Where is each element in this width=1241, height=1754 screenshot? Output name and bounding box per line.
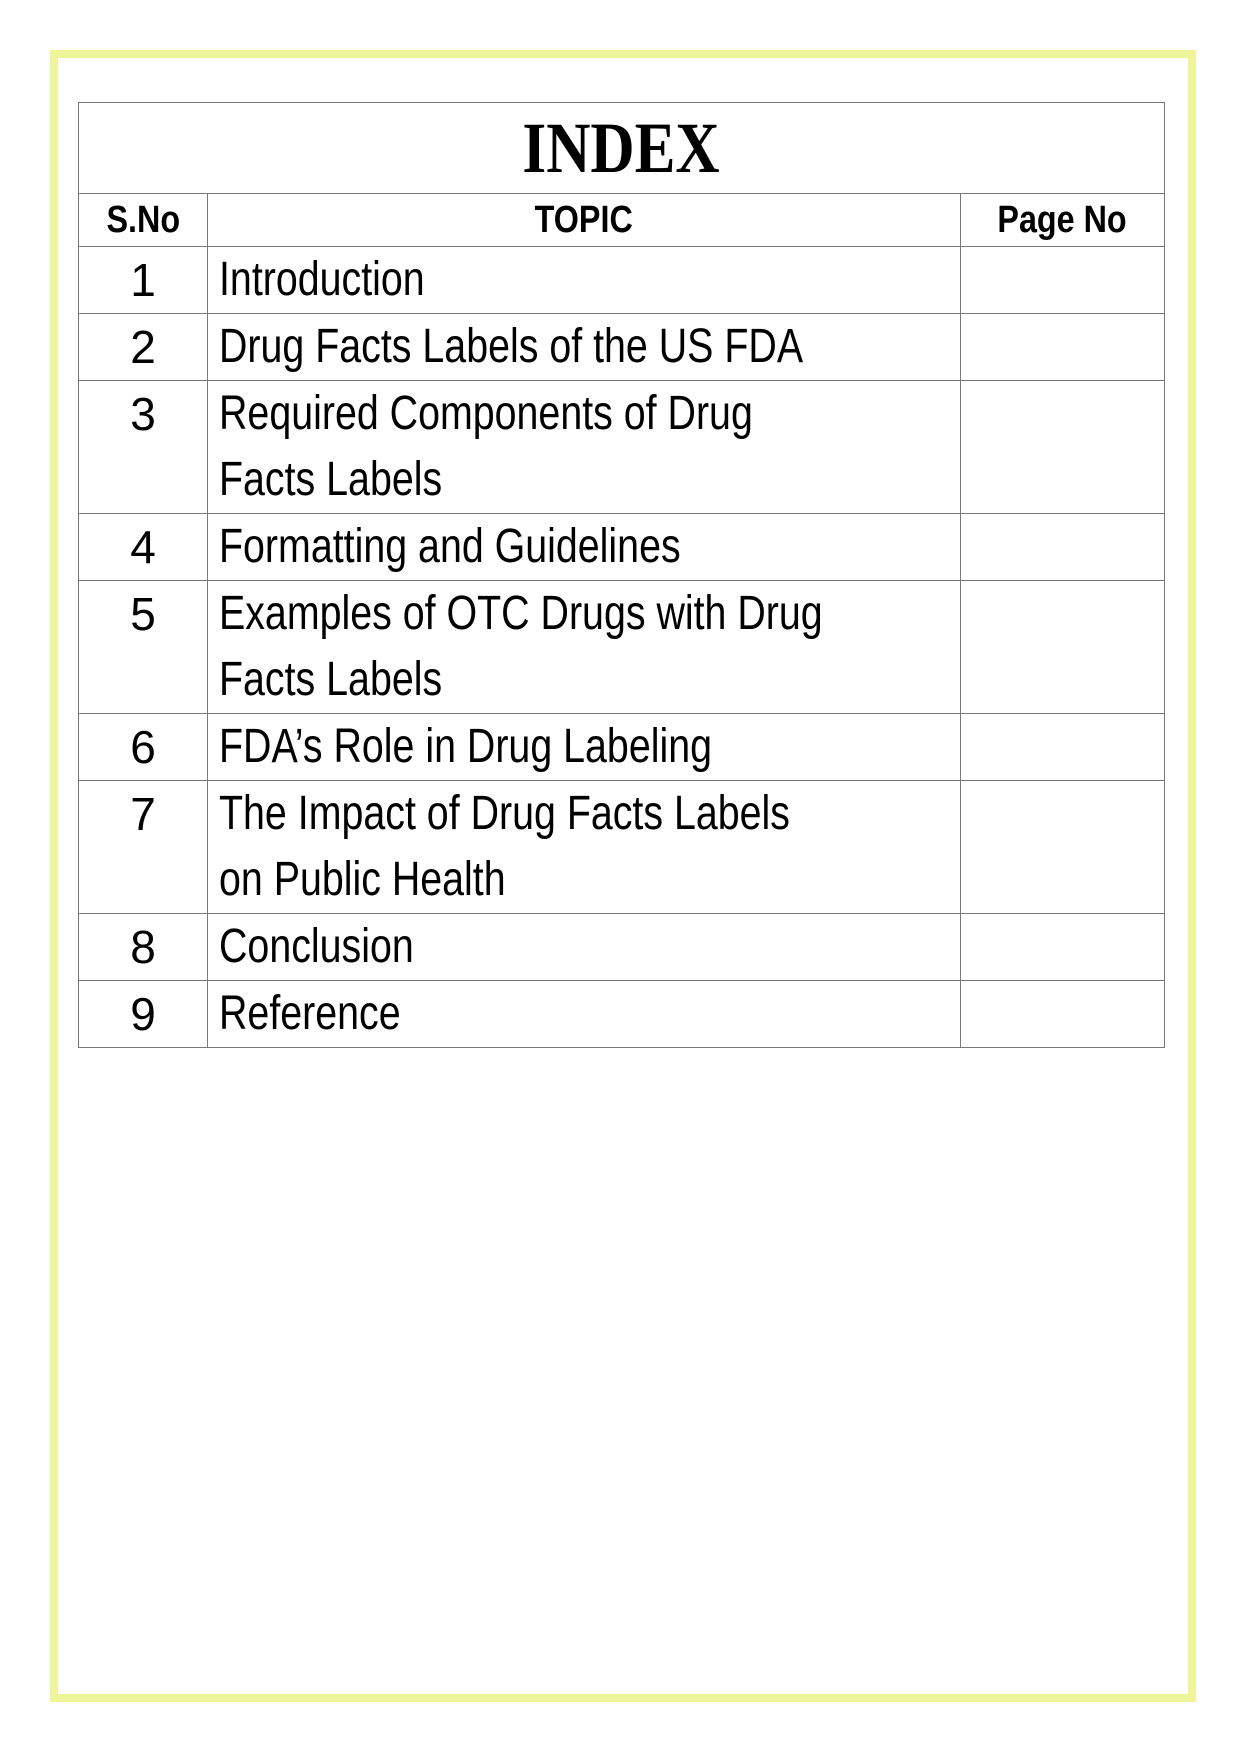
row-topic: Required Components of Drug Facts Labels [207,380,961,514]
row-topic: Examples of OTC Drugs with Drug Facts Lab… [207,580,961,714]
table-row: 6 FDA’s Role in Drug Labeling [78,713,1165,781]
header-topic: TOPIC [207,193,961,247]
row-topic-line: Examples of OTC Drugs with Drug [219,587,823,640]
row-number: 7 [78,780,208,914]
row-page-number [960,580,1165,714]
header-page: Page No [960,193,1165,247]
row-topic: Conclusion [207,913,961,981]
row-page-number [960,713,1165,781]
header-topic-text: TOPIC [534,198,634,241]
row-topic: Introduction [207,246,961,314]
table-row: 2 Drug Facts Labels of the US FDA [78,313,1165,381]
page-border [50,50,1196,1702]
row-number: 1 [78,246,208,314]
row-page-number [960,246,1165,314]
table-row: 7 The Impact of Drug Facts Labels on Publi… [78,780,1165,914]
index-table: INDEX S.No TOPIC Page No 1 Introduction 2 D… [78,102,1165,1048]
row-topic-line: Required Components of Drug [219,387,753,440]
row-number: 4 [78,513,208,581]
row-topic-line: Introduction [219,253,425,306]
table-row: 8 Conclusion [78,913,1165,981]
row-topic-line: Facts Labels [219,653,443,706]
row-topic-line: Conclusion [219,920,414,973]
table-row: 1 Introduction [78,246,1165,314]
row-page-number [960,913,1165,981]
row-topic: Drug Facts Labels of the US FDA [207,313,961,381]
row-topic-line: Facts Labels [219,453,443,506]
row-number: 3 [78,380,208,514]
row-topic: The Impact of Drug Facts Labels on Public… [207,780,961,914]
row-page-number [960,380,1165,514]
row-topic-line: FDA’s Role in Drug Labeling [219,720,712,773]
row-number: 8 [78,913,208,981]
row-topic-line: on Public Health [219,853,506,906]
table-row: 5 Examples of OTC Drugs with Drug Facts La… [78,580,1165,714]
header-sno: S.No [78,193,208,247]
row-page-number [960,313,1165,381]
table-row: 3 Required Components of Drug Facts Labels [78,380,1165,514]
row-number: 6 [78,713,208,781]
row-topic-line: Formatting and Guidelines [219,520,681,573]
row-topic: Reference [207,980,961,1048]
row-topic: FDA’s Role in Drug Labeling [207,713,961,781]
header-sno-text: S.No [106,198,180,241]
row-topic-line: The Impact of Drug Facts Labels [219,787,790,840]
index-title: INDEX [78,102,1165,194]
row-number: 9 [78,980,208,1048]
row-topic-line: Reference [219,987,401,1040]
row-page-number [960,513,1165,581]
row-page-number [960,980,1165,1048]
row-page-number [960,780,1165,914]
header-page-text: Page No [997,198,1128,241]
table-row: 4 Formatting and Guidelines [78,513,1165,581]
row-number: 2 [78,313,208,381]
row-number: 5 [78,580,208,714]
index-title-text: INDEX [522,107,721,188]
header-row: S.No TOPIC Page No [78,193,1165,247]
row-topic-line: Drug Facts Labels of the US FDA [219,320,804,373]
row-topic: Formatting and Guidelines [207,513,961,581]
table-row: 9 Reference [78,980,1165,1048]
